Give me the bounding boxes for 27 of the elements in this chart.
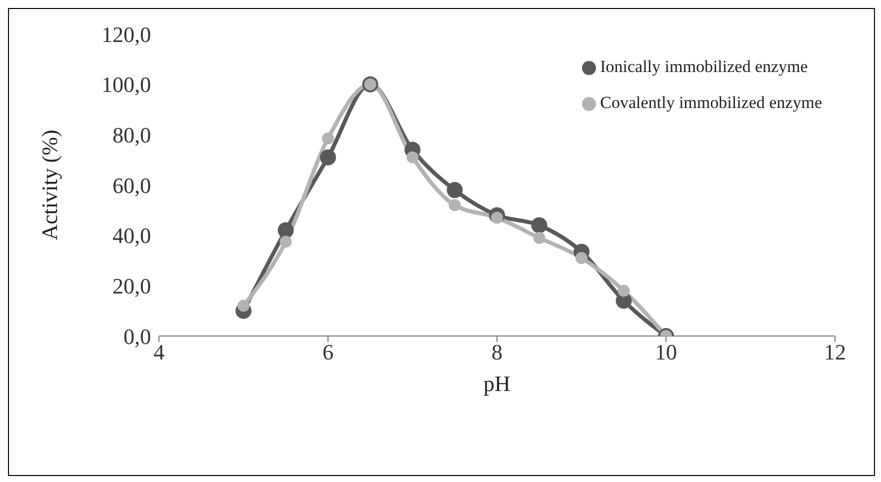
x-tick-label: 8 (492, 340, 502, 365)
y-tick-label: 120,0 (102, 22, 151, 47)
legend-label: Covalently immobilized enzyme (600, 93, 822, 112)
legend-label: Ionically immobilized enzyme (600, 57, 808, 76)
x-tick-label: 10 (655, 340, 677, 365)
y-tick-label: 20,0 (112, 273, 151, 298)
point (280, 236, 292, 248)
x-axis-title: pH (484, 371, 511, 396)
point (448, 199, 461, 212)
point (320, 149, 336, 166)
y-axis-title: Activity (%) (36, 130, 62, 240)
point (406, 151, 418, 164)
point (576, 252, 588, 264)
x-tick-label: 12 (824, 340, 846, 365)
x-tick-label: 4 (154, 340, 164, 365)
point (533, 232, 546, 244)
y-tick-label: 60,0 (112, 172, 151, 198)
y-tick-label: 100,0 (102, 72, 151, 98)
x-tick-label: 6 (322, 340, 334, 365)
point (278, 222, 294, 238)
point (322, 132, 334, 144)
point (618, 284, 630, 297)
y-tick-label: 0,0 (124, 324, 151, 349)
y-tick-label: 40,0 (112, 223, 151, 248)
point (446, 182, 463, 198)
y-tick-label: 80,0 (112, 122, 151, 148)
point (531, 217, 548, 234)
